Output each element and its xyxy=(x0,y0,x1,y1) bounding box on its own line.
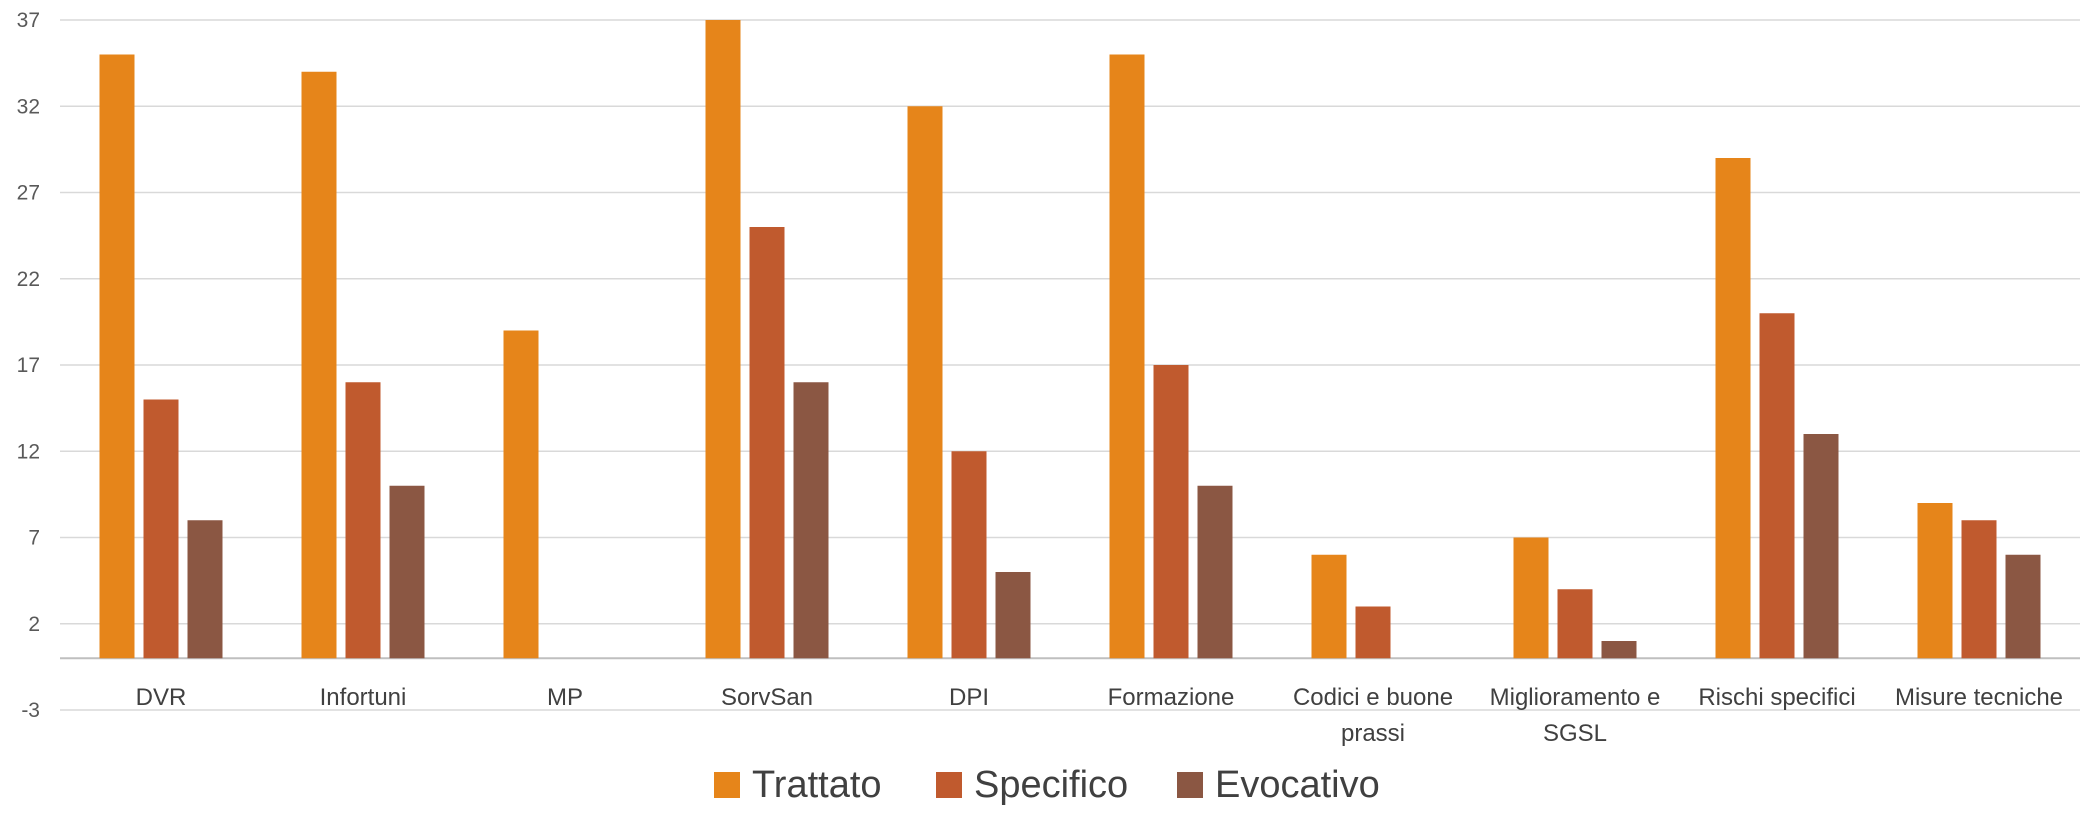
bar-evocativo-0 xyxy=(187,520,223,659)
bar-trattato-7 xyxy=(1513,537,1549,659)
x-category-label: Formazione xyxy=(1108,684,1235,711)
y-tick-label: 37 xyxy=(17,9,40,32)
x-category-label-line: DVR xyxy=(136,684,187,711)
x-category-label-line: Rischi specifici xyxy=(1698,684,1855,711)
x-category-label-line: Misure tecniche xyxy=(1895,684,2063,711)
bars xyxy=(99,20,2041,659)
bar-specifico-8 xyxy=(1759,313,1795,659)
legend-label-specifico: Specifico xyxy=(974,764,1128,806)
x-category-label-line: MP xyxy=(547,684,583,711)
y-tick-label: 32 xyxy=(17,95,40,118)
x-category-label-line: prassi xyxy=(1341,720,1405,747)
bar-evocativo-1 xyxy=(389,485,425,659)
bar-specifico-3 xyxy=(749,227,785,659)
x-axis-labels: DVR Infortuni MP SorvSan DPI Formazione Codici… xyxy=(136,684,2063,747)
x-category-label: Miglioramento e SGSL xyxy=(1490,684,1661,747)
bar-specifico-6 xyxy=(1355,606,1391,659)
legend-swatch-trattato xyxy=(714,772,740,798)
bar-trattato-5 xyxy=(1109,54,1145,659)
x-category-label: Rischi specifici xyxy=(1698,684,1855,711)
x-category-label-line: SGSL xyxy=(1543,720,1607,747)
bar-evocativo-3 xyxy=(793,382,829,659)
x-category-label: SorvSan xyxy=(721,684,813,711)
bar-trattato-2 xyxy=(503,330,539,659)
bar-trattato-8 xyxy=(1715,158,1751,659)
y-tick-label: 22 xyxy=(17,268,40,291)
x-category-label-line: Formazione xyxy=(1108,684,1235,711)
bar-specifico-1 xyxy=(345,382,381,659)
bar-trattato-6 xyxy=(1311,554,1347,659)
bar-trattato-3 xyxy=(705,20,741,659)
legend-label-trattato: Trattato xyxy=(752,764,882,806)
x-category-label: Codici e buone prassi xyxy=(1293,684,1453,747)
x-category-label-line: Infortuni xyxy=(320,684,407,711)
y-tick-label: -3 xyxy=(21,699,40,722)
bar-evocativo-8 xyxy=(1803,434,1839,659)
bar-evocativo-7 xyxy=(1601,641,1637,659)
bar-evocativo-9 xyxy=(2005,554,2041,659)
x-category-label: DPI xyxy=(949,684,989,711)
y-tick-label: 2 xyxy=(28,613,40,636)
y-tick-label: 12 xyxy=(17,440,40,463)
bar-evocativo-5 xyxy=(1197,485,1233,659)
legend-swatch-specifico xyxy=(936,772,962,798)
y-tick-label: 7 xyxy=(28,527,40,550)
bar-trattato-1 xyxy=(301,71,337,659)
bar-specifico-9 xyxy=(1961,520,1997,659)
bar-evocativo-4 xyxy=(995,572,1031,659)
y-tick-label: 17 xyxy=(17,354,40,377)
x-category-label-line: SorvSan xyxy=(721,684,813,711)
bar-trattato-9 xyxy=(1917,503,1953,659)
bar-specifico-5 xyxy=(1153,365,1189,659)
y-tick-label: 27 xyxy=(17,182,40,205)
bar-specifico-0 xyxy=(143,399,179,659)
x-category-label: Infortuni xyxy=(320,684,407,711)
bar-trattato-4 xyxy=(907,106,943,659)
x-category-label: MP xyxy=(547,684,583,711)
legend: Trattato Specifico Evocativo xyxy=(714,764,1380,806)
legend-swatch-evocativo xyxy=(1177,772,1203,798)
bar-specifico-7 xyxy=(1557,589,1593,659)
legend-label-evocativo: Evocativo xyxy=(1215,764,1380,806)
x-category-label: DVR xyxy=(136,684,187,711)
x-category-label-line: DPI xyxy=(949,684,989,711)
x-category-label-line: Codici e buone xyxy=(1293,684,1453,711)
bar-trattato-0 xyxy=(99,54,135,659)
bar-specifico-4 xyxy=(951,451,987,659)
x-category-label: Misure tecniche xyxy=(1895,684,2063,711)
y-axis-ticks: 37 32 27 22 17 12 7 2 -3 xyxy=(17,9,40,722)
x-category-label-line: Miglioramento e xyxy=(1490,684,1661,711)
